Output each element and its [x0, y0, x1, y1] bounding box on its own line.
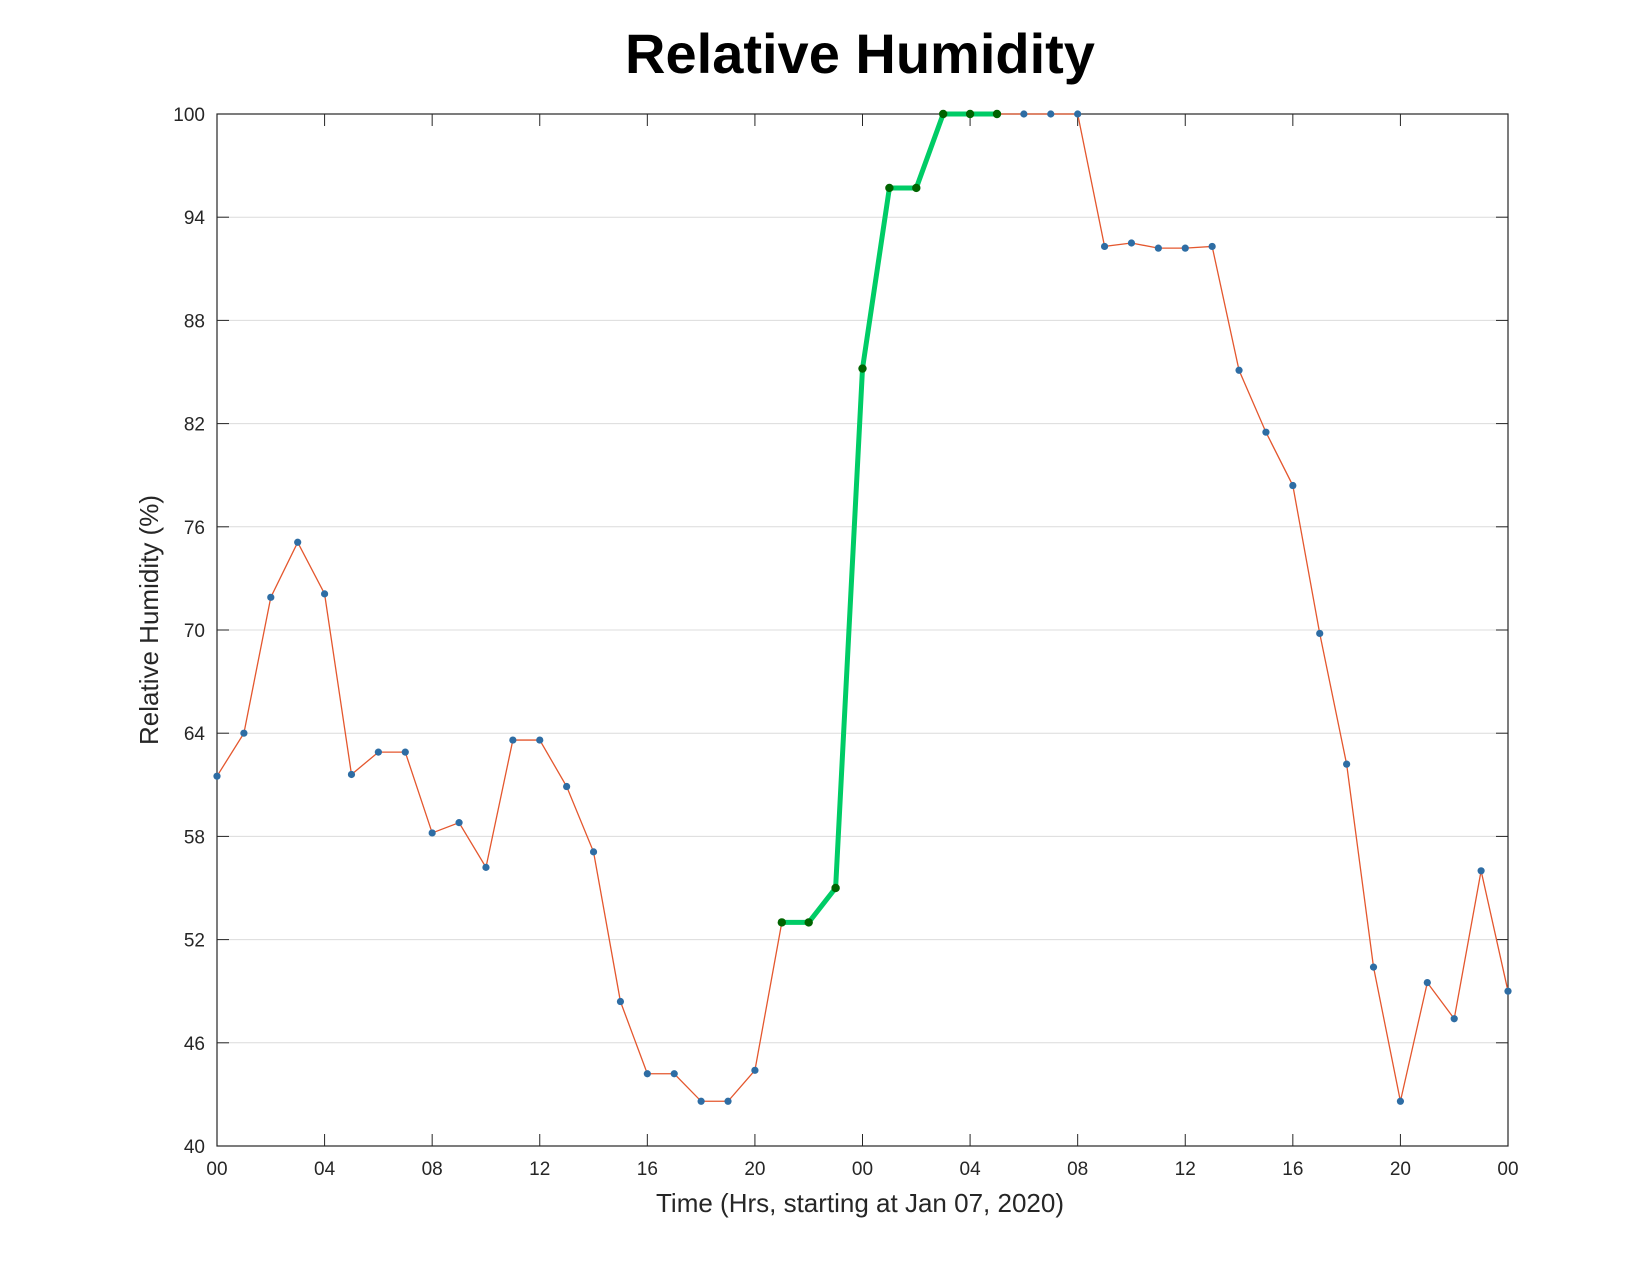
- data-point: [616, 997, 625, 1006]
- y-axis-label: Relative Humidity (%): [134, 495, 164, 745]
- highlight-point: [885, 183, 894, 193]
- highlight-point: [831, 883, 840, 893]
- tick-labels: 40 46 52 58 64 70 76 82 88 94 100 00 04 08 12 16 20 00 04 0…: [173, 105, 1518, 1180]
- data-point: [374, 748, 382, 756]
- x-axis-label: Time (Hrs, starting at Jan 07, 2020): [656, 1188, 1064, 1218]
- highlight-point: [912, 183, 921, 193]
- x-tick-label: 04: [314, 1159, 336, 1180]
- data-point: [267, 593, 275, 601]
- data-point: [1450, 1015, 1458, 1023]
- x-tick-label: 08: [1067, 1159, 1088, 1180]
- data-point: [1396, 1097, 1405, 1105]
- data-point: [1343, 760, 1351, 768]
- data-point: [509, 736, 517, 744]
- data-point: [1369, 963, 1378, 971]
- y-tick-label: 40: [184, 1137, 205, 1158]
- data-point: [697, 1097, 705, 1105]
- data-point: [1020, 110, 1028, 118]
- x-tick-label: 04: [960, 1159, 982, 1180]
- data-point: [1423, 979, 1431, 987]
- highlight-point: [858, 364, 867, 373]
- y-tick-label: 46: [184, 1034, 205, 1055]
- data-point: [482, 863, 490, 871]
- data-point: [347, 770, 356, 779]
- data-point: [213, 772, 221, 780]
- highlight-point: [777, 918, 787, 927]
- data-point: [751, 1066, 759, 1074]
- highlight-point: [965, 109, 975, 119]
- y-tick-label: 76: [184, 518, 205, 539]
- x-tick-label: 12: [1175, 1159, 1196, 1180]
- y-tick-label: 94: [184, 208, 206, 229]
- humidity-line: [216, 113, 1509, 1102]
- x-tick-label: 00: [206, 1159, 227, 1180]
- data-point: [1100, 242, 1109, 251]
- data-point: [1208, 242, 1216, 251]
- data-point: [294, 538, 302, 546]
- data-point: [1477, 867, 1485, 875]
- y-tick-label: 100: [173, 105, 205, 126]
- data-point: [536, 736, 544, 744]
- x-tick-label: 12: [529, 1159, 550, 1180]
- data-point: [724, 1097, 732, 1105]
- data-point: [563, 782, 571, 791]
- data-point: [1154, 244, 1162, 252]
- x-tick-label: 16: [1282, 1159, 1303, 1180]
- data-point: [1235, 366, 1243, 374]
- data-point: [1262, 428, 1270, 436]
- highlight-point: [992, 109, 1002, 119]
- y-tick-label: 70: [184, 621, 205, 642]
- y-tick-label: 88: [184, 311, 205, 332]
- x-tick-label: 00: [852, 1159, 873, 1180]
- humidity-series: [213, 109, 1512, 1105]
- x-tick-label: 16: [637, 1159, 658, 1180]
- x-tick-label: 00: [1497, 1159, 1518, 1180]
- data-point: [1289, 481, 1297, 490]
- data-point: [1127, 239, 1136, 247]
- highlight-line: [779, 111, 1000, 925]
- data-point: [1316, 629, 1324, 638]
- data-point: [643, 1070, 651, 1078]
- data-point: [1074, 110, 1082, 118]
- data-point: [320, 590, 329, 598]
- grid-lines: [217, 216, 1508, 1044]
- x-tick-label: 08: [422, 1159, 443, 1180]
- y-tick-label: 58: [184, 827, 205, 848]
- data-point: [401, 748, 409, 756]
- x-tick-label: 20: [1390, 1159, 1411, 1180]
- data-point: [589, 848, 598, 856]
- axis-ticks: [216, 113, 1509, 1147]
- highlight-point: [804, 918, 813, 927]
- data-point: [428, 829, 436, 837]
- y-tick-label: 52: [184, 931, 205, 952]
- data-point: [1504, 987, 1512, 995]
- data-point: [455, 819, 463, 827]
- data-point: [1047, 110, 1055, 118]
- chart-title: Relative Humidity: [625, 22, 1095, 85]
- highlight-point: [938, 109, 948, 119]
- x-tick-label: 20: [744, 1159, 765, 1180]
- data-point: [670, 1070, 678, 1078]
- y-tick-label: 82: [184, 415, 205, 436]
- data-point: [1181, 244, 1189, 252]
- data-point: [240, 729, 248, 737]
- y-tick-label: 64: [184, 724, 206, 745]
